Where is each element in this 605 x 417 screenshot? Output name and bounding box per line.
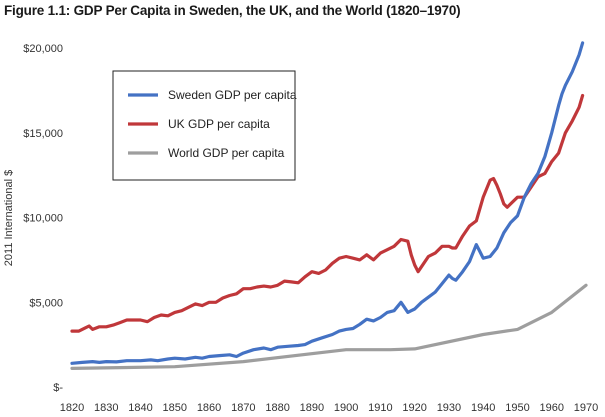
y-tick-label: $5,000 — [29, 297, 63, 309]
x-tick-label: 1840 — [128, 402, 152, 414]
chart-title: Figure 1.1: GDP Per Capita in Sweden, th… — [4, 3, 461, 18]
y-axis: $- $5,000 $10,000 $15,000 $20,000 — [23, 43, 63, 394]
x-tick-label: 1870 — [231, 402, 255, 414]
x-tick-label: 1930 — [437, 402, 461, 414]
y-tick-label: $10,000 — [23, 213, 63, 225]
x-tick-label: 1910 — [368, 402, 392, 414]
x-tick-label: 1880 — [265, 402, 289, 414]
y-tick-label: $15,000 — [23, 128, 63, 140]
x-tick-label: 1960 — [539, 402, 563, 414]
y-tick-label: $- — [53, 382, 63, 394]
series-line-sweden — [70, 41, 585, 365]
x-tick-label: 1830 — [94, 402, 118, 414]
legend: Sweden GDP per capita UK GDP per capita Wo… — [112, 70, 297, 181]
series-line-uk — [70, 93, 585, 333]
y-axis-title: 2011 International $ — [3, 170, 15, 266]
series-layer — [70, 41, 588, 370]
x-tick-label: 1890 — [300, 402, 324, 414]
x-tick-label: 1970 — [574, 402, 598, 414]
x-tick-label: 1850 — [163, 402, 187, 414]
x-axis: 1820 1830 1840 1850 1860 1870 1880 1890 1900 1910… — [60, 402, 598, 414]
x-tick-label: 1860 — [197, 402, 221, 414]
legend-label: Sweden GDP per capita — [168, 88, 297, 102]
legend-label: UK GDP per capita — [168, 117, 270, 131]
x-tick-label: 1820 — [60, 402, 84, 414]
series-line-world — [70, 283, 588, 370]
legend-label: World GDP per capita — [168, 146, 285, 160]
x-tick-label: 1920 — [402, 402, 426, 414]
x-tick-label: 1900 — [334, 402, 358, 414]
y-tick-label: $20,000 — [23, 43, 63, 55]
x-tick-label: 1950 — [505, 402, 529, 414]
x-tick-label: 1940 — [471, 402, 495, 414]
